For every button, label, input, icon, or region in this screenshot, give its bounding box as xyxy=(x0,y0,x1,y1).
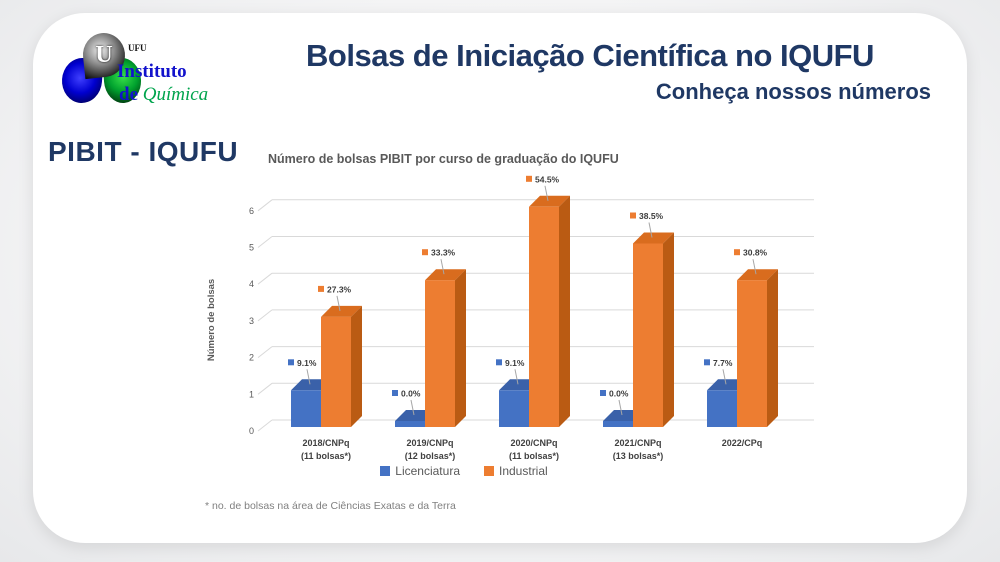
logo-org-text: UFU xyxy=(128,43,147,53)
y-axis-title: Número de bolsas xyxy=(206,279,217,361)
data-label-marker-icon xyxy=(734,249,740,256)
data-label-marker-icon xyxy=(392,390,398,396)
bar-top-face xyxy=(529,195,570,207)
bar-Industrial xyxy=(529,206,559,427)
axis-tick-connector xyxy=(257,272,273,285)
logo-quimica-text: Química xyxy=(142,84,209,105)
header: Bolsas de Iniciação Científica no IQUFU … xyxy=(245,38,935,105)
chart-legend: Licenciatura Industrial xyxy=(154,464,774,478)
y-tick-label: 1 xyxy=(249,389,254,399)
legend-item-industrial: Industrial xyxy=(484,464,548,478)
data-label-marker-icon xyxy=(496,359,502,366)
bar-side-face xyxy=(663,232,674,427)
data-label: 0.0% xyxy=(401,389,421,399)
legend-label-licenciatura: Licenciatura xyxy=(395,464,460,478)
data-label: 0.0% xyxy=(609,389,629,399)
data-label: 27.3% xyxy=(327,284,352,294)
logo-instituto-text: Instituto xyxy=(117,61,187,82)
y-tick-label: 0 xyxy=(249,426,254,436)
y-tick-label: 5 xyxy=(249,243,254,253)
axis-tick-connector xyxy=(257,382,273,395)
bar-Industrial xyxy=(425,280,455,427)
axis-tick-connector xyxy=(257,346,273,358)
bar-top-face xyxy=(633,232,674,244)
x-category-sublabel: (13 bolsas*) xyxy=(613,451,664,461)
logo-de-text: de xyxy=(119,84,138,105)
page-title: Bolsas de Iniciação Científica no IQUFU xyxy=(306,38,874,73)
label-leader-line xyxy=(752,259,757,275)
data-label-marker-icon xyxy=(600,390,606,396)
x-category-sublabel: (12 bolsas*) xyxy=(405,451,456,461)
data-label-marker-icon xyxy=(630,212,636,219)
bar-Licenciatura xyxy=(603,421,633,427)
legend-label-industrial: Industrial xyxy=(499,464,548,478)
y-tick-label: 3 xyxy=(249,316,254,326)
data-label-marker-icon xyxy=(526,175,532,182)
bar-side-face xyxy=(559,195,570,427)
x-category-label: 2021/CNPq xyxy=(614,438,661,448)
x-category-label: 2020/CNPq xyxy=(510,438,557,448)
label-leader-line xyxy=(722,369,727,385)
label-leader-line xyxy=(336,295,341,311)
label-leader-line xyxy=(410,399,415,416)
data-label: 9.1% xyxy=(505,358,525,368)
data-label: 54.5% xyxy=(535,174,560,184)
axis-tick-connector xyxy=(257,236,273,248)
legend-swatch-industrial-icon xyxy=(484,466,494,476)
bar-side-face xyxy=(351,305,362,427)
data-label: 38.5% xyxy=(639,211,664,221)
data-label: 7.7% xyxy=(713,358,733,368)
data-label-marker-icon xyxy=(318,285,324,292)
bar-Industrial xyxy=(321,316,351,427)
ufu-emblem-icon: U xyxy=(95,41,113,68)
bar-side-face xyxy=(767,269,778,427)
bar-top-face xyxy=(425,269,466,281)
label-leader-line xyxy=(618,399,623,416)
bar-Licenciatura xyxy=(395,421,425,427)
chart-footnote: * no. de bolsas na área de Ciências Exat… xyxy=(205,500,456,512)
bar-Licenciatura xyxy=(499,390,529,427)
axis-tick-connector xyxy=(257,309,273,322)
bar-Licenciatura xyxy=(291,390,321,427)
bar-side-face xyxy=(455,269,466,427)
x-category-label: 2022/CPq xyxy=(722,438,763,448)
bar-Licenciatura xyxy=(707,390,737,427)
legend-swatch-licenciatura-icon xyxy=(380,466,391,476)
ufu-chemistry-institute-logo: U UFU Instituto de Química xyxy=(60,28,250,123)
x-category-sublabel: (11 bolsas*) xyxy=(301,451,351,461)
y-tick-label: 6 xyxy=(249,206,254,216)
data-label: 30.8% xyxy=(743,248,768,258)
x-category-sublabel: (11 bolsas*) xyxy=(509,451,559,461)
data-label-marker-icon xyxy=(422,249,428,256)
pibit-bar-chart: 0 1 2 3 4 5 6 Número de bolsas 9.1% 27.3% 2018/CNP… xyxy=(206,174,814,461)
label-leader-line xyxy=(648,222,653,238)
label-leader-line xyxy=(306,369,311,385)
y-tick-label: 2 xyxy=(249,353,254,363)
data-label-marker-icon xyxy=(704,359,710,366)
data-label: 9.1% xyxy=(297,358,317,368)
page-subtitle: Conheça nossos números xyxy=(655,78,931,104)
bar-Industrial xyxy=(737,280,767,427)
logo-line2-text: de Química xyxy=(119,84,208,106)
bar-top-face xyxy=(321,305,362,317)
section-title: PIBIT - IQUFU xyxy=(48,136,239,167)
chart-title: Número de bolsas PIBIT por curso de grad… xyxy=(268,152,619,166)
label-leader-line xyxy=(544,185,549,201)
x-category-label: 2018/CNPq xyxy=(302,438,349,448)
axis-tick-connector xyxy=(257,419,273,432)
axis-tick-connector xyxy=(257,199,273,212)
data-label-marker-icon xyxy=(288,359,294,366)
bar-top-face xyxy=(737,269,778,281)
label-leader-line xyxy=(514,369,519,385)
slide-card xyxy=(33,13,967,543)
data-label: 33.3% xyxy=(431,248,456,258)
label-leader-line xyxy=(440,259,445,275)
bar-Industrial xyxy=(633,243,663,427)
y-tick-label: 4 xyxy=(249,279,254,289)
legend-item-licenciatura: Licenciatura xyxy=(380,464,460,478)
x-category-label: 2019/CNPq xyxy=(406,438,453,448)
